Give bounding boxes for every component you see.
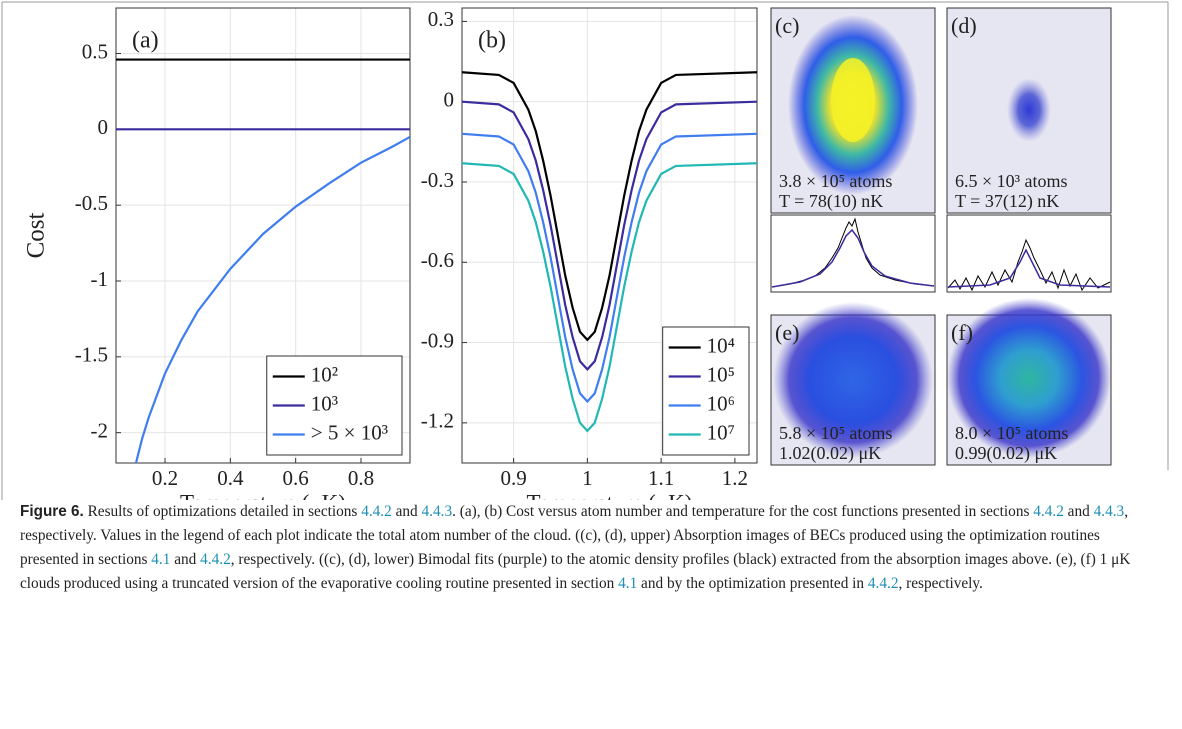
panel-label: (e) [775, 320, 799, 345]
axes-box [115, 7, 411, 464]
series-line [462, 100, 757, 371]
panel-label: (f) [951, 320, 973, 345]
section-ref: 4.4.2 [867, 575, 899, 592]
series-line [462, 71, 757, 342]
legend-label: 10⁵ [707, 362, 735, 386]
section-ref: 4.4.2 [200, 551, 231, 568]
legend-label: 10⁴ [707, 333, 735, 357]
cloud-core [831, 58, 875, 142]
image-annotation: T = 37(12) nK [955, 191, 1059, 212]
image-annotation: 5.8 × 10⁵ atoms [779, 423, 892, 443]
caption-text: and [1063, 503, 1094, 520]
caption-text: and [391, 503, 422, 520]
section-ref: 4.1 [151, 551, 171, 568]
profile-inset [946, 214, 1112, 293]
legend-label: 10⁶ [707, 391, 735, 415]
caption-text: . (a), (b) Cost versus atom number and t… [452, 503, 1034, 520]
panel-label: (c) [775, 13, 799, 38]
legend-label: > 5 × 10³ [311, 420, 388, 444]
atom-cloud [1007, 78, 1051, 142]
x-tick-label: 0.9 [501, 466, 527, 490]
y-tick-label: -0.9 [421, 328, 454, 352]
y-tick-label: 0.3 [428, 7, 454, 31]
x-tick-label: 1.1 [648, 466, 674, 490]
caption: Figure 6. Results of optimizations detai… [20, 500, 1155, 596]
section-ref: 4.4.3 [1093, 503, 1125, 520]
caption-text: and [170, 551, 201, 568]
x-tick-label: 1.2 [722, 466, 748, 490]
series-line [462, 132, 757, 404]
panel-label: (b) [478, 28, 506, 54]
image-annotation: 0.99(0.02) μK [955, 443, 1057, 464]
y-tick-label: -2 [91, 418, 109, 442]
series-line [462, 162, 757, 433]
profile-inset [770, 214, 936, 293]
x-tick-label: 0.4 [217, 466, 244, 490]
x-tick-label: 0.8 [348, 466, 374, 490]
y-axis-label: Cost [23, 213, 50, 259]
legend: 10² 10³ > 5 × 10³ [266, 355, 403, 456]
image-annotation: T = 78(10) nK [779, 191, 883, 212]
y-tick-label: -1.2 [421, 409, 454, 433]
section-ref: 4.1 [618, 575, 638, 592]
caption-text: , respectively. [898, 575, 983, 592]
x-tick-label: 0.6 [283, 466, 309, 490]
x-axis-label: Temperature (μK) [180, 490, 346, 500]
legend-label: 10³ [311, 391, 338, 415]
axes-box [461, 7, 758, 464]
legend-label: 10² [311, 362, 338, 386]
image-annotation: 1.02(0.02) μK [779, 443, 881, 464]
legend-label: 10⁷ [707, 420, 735, 444]
y-tick-label: -0.6 [421, 248, 454, 272]
y-tick-label: 0.5 [82, 39, 108, 63]
caption-text: , respectively. ((c), (d), lower) Bimoda… [20, 551, 1131, 592]
x-tick-label: 0.2 [152, 466, 178, 490]
y-tick-label: -1.5 [75, 343, 108, 367]
y-tick-label: -1 [91, 267, 109, 291]
y-tick-label: -0.5 [75, 191, 108, 215]
x-axis-label: Temperature (μK) [527, 490, 693, 500]
image-annotation: 8.0 × 10⁵ atoms [955, 423, 1068, 443]
section-ref: 4.4.2 [361, 503, 392, 520]
caption-text: Results of optimizations detailed in sec… [83, 503, 362, 520]
section-ref: 4.4.3 [421, 503, 453, 520]
legend-box [266, 355, 403, 456]
y-tick-label: 0 [98, 115, 109, 139]
image-annotation: 6.5 × 10³ atoms [955, 171, 1068, 191]
image-annotation: 3.8 × 10⁵ atoms [779, 171, 892, 191]
caption-text: and by the optimization presented in [637, 575, 868, 592]
panel-label: (a) [132, 28, 159, 54]
section-ref: 4.4.2 [1033, 503, 1064, 520]
atom-cloud [773, 302, 933, 458]
y-tick-label: -0.3 [421, 168, 454, 192]
series-line [134, 135, 410, 463]
y-tick-label: 0 [444, 87, 455, 111]
panel-label: (d) [951, 13, 977, 38]
caption-label: Figure 6. [20, 503, 84, 520]
caption-text: , respectively. Values in the legend of … [20, 503, 1129, 568]
atom-cloud [947, 298, 1111, 458]
legend: 10⁴ 10⁵ 10⁶ 10⁷ [662, 326, 750, 456]
x-tick-label: 1 [582, 466, 593, 490]
